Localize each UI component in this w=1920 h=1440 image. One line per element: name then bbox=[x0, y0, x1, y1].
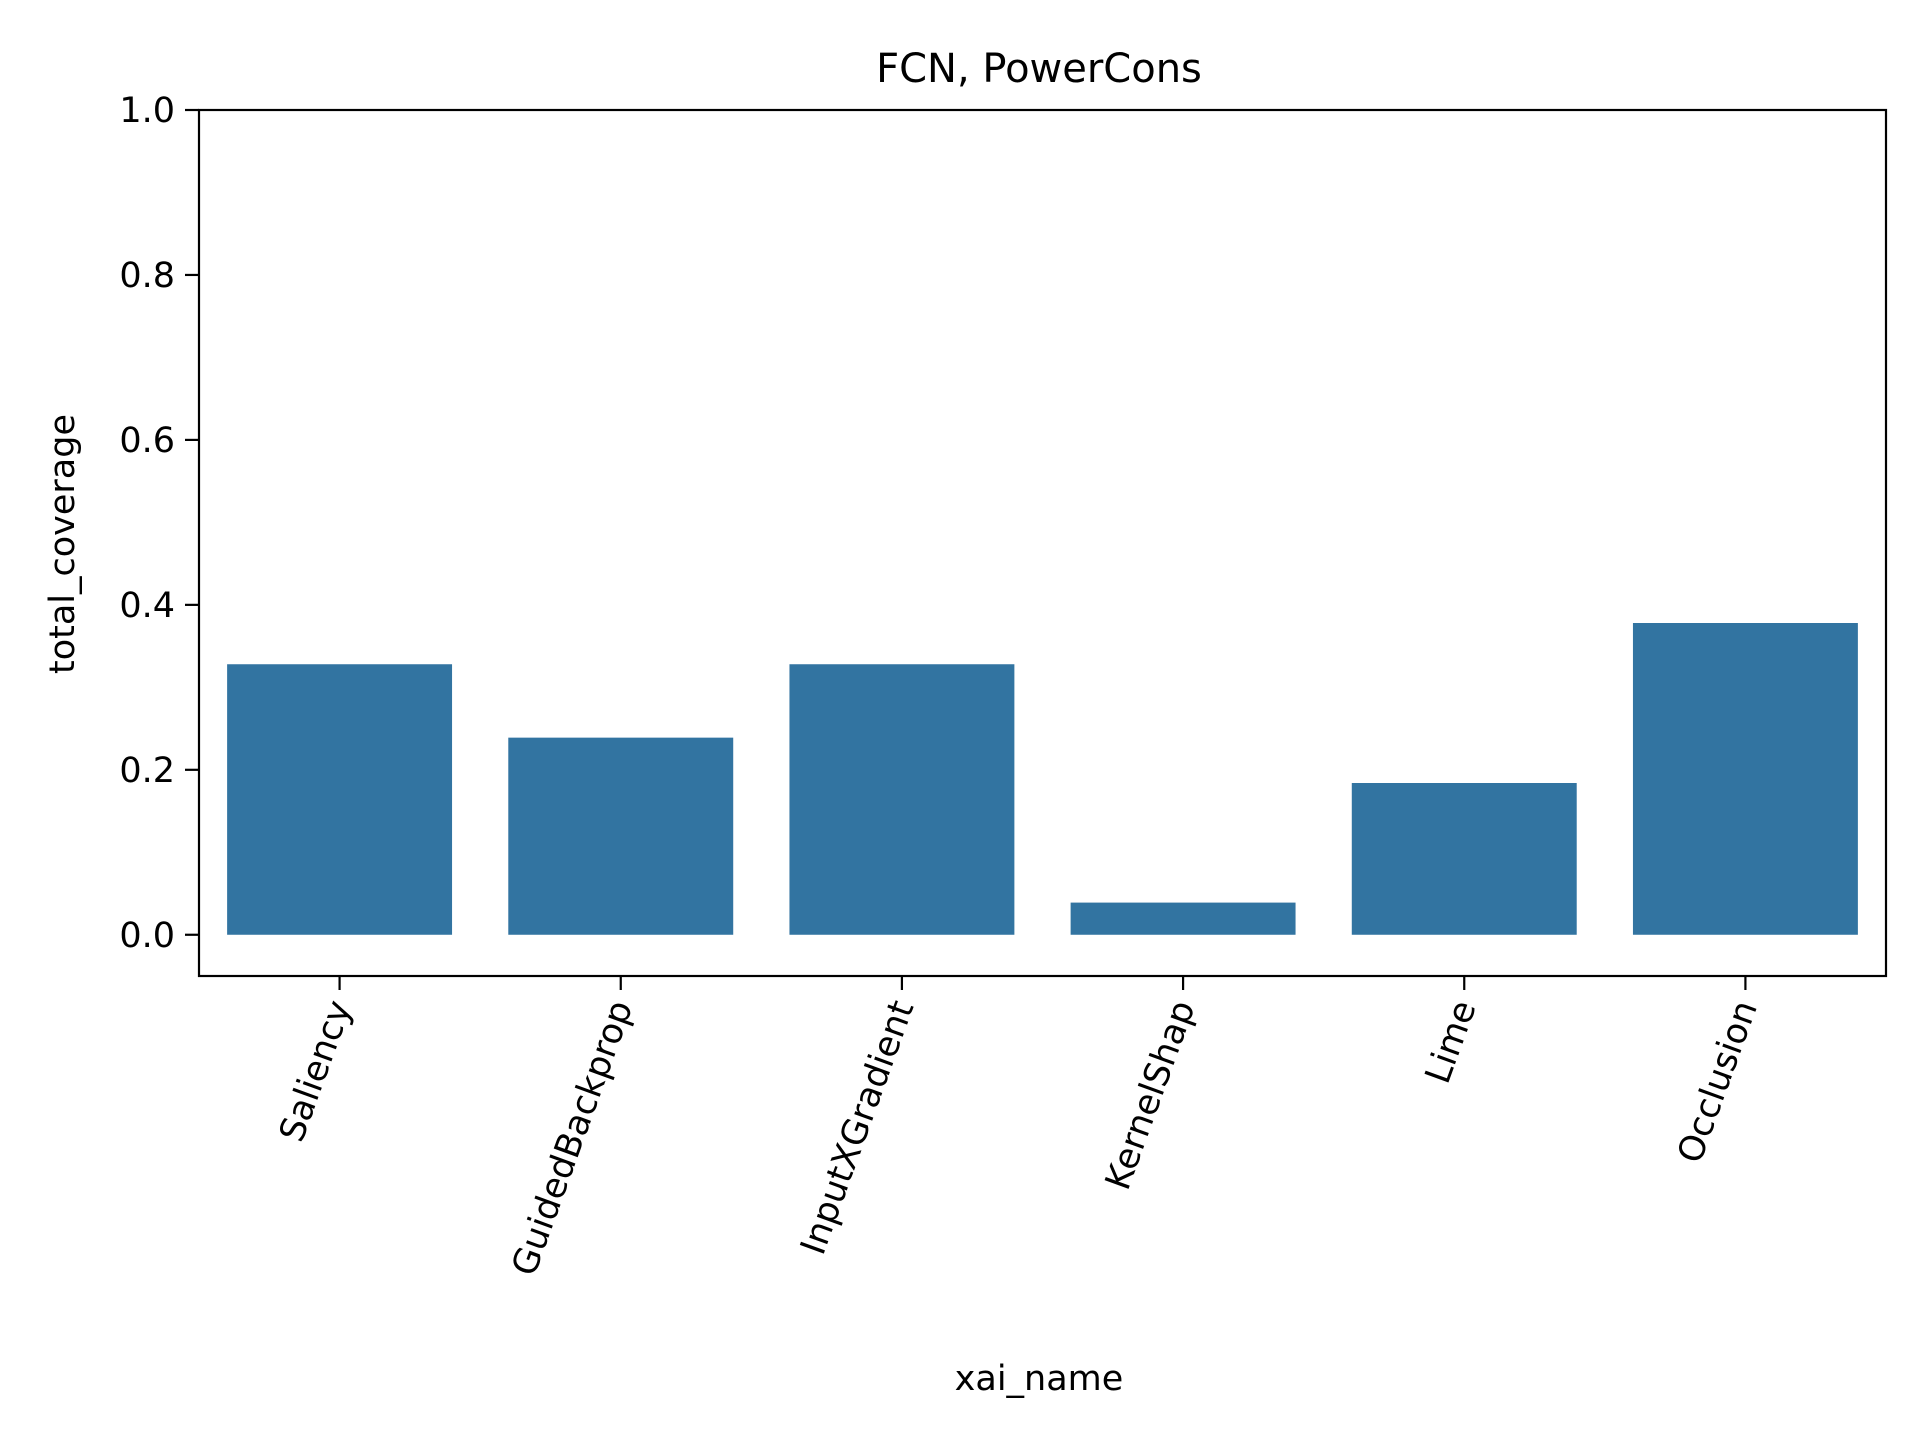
x-axis: Saliency GuidedBackprop InputXGradient Kern… bbox=[272, 976, 1766, 1281]
x-tick-label-saliency: Saliency bbox=[272, 995, 360, 1147]
y-axis: 0.0 0.2 0.4 0.6 0.8 1.0 bbox=[119, 91, 199, 956]
y-tick-label: 1.0 bbox=[119, 91, 175, 131]
y-tick-label: 0.4 bbox=[119, 586, 175, 626]
y-tick-label: 0.0 bbox=[119, 916, 175, 956]
y-tick-label: 0.6 bbox=[119, 421, 175, 461]
bar-guidedbackprop bbox=[508, 737, 734, 935]
y-tick-label: 0.8 bbox=[119, 256, 175, 296]
x-tick-label-inputxgradient: InputXGradient bbox=[793, 995, 922, 1260]
bar-kernelshap bbox=[1070, 902, 1296, 935]
chart-title: FCN, PowerCons bbox=[876, 46, 1202, 92]
bar-lime bbox=[1351, 783, 1577, 935]
y-tick-label: 0.2 bbox=[119, 751, 175, 791]
x-tick-label-kernelshap: KernelShap bbox=[1098, 995, 1203, 1195]
x-tick-label-occlusion: Occlusion bbox=[1670, 995, 1766, 1168]
bar-inputxgradient bbox=[789, 664, 1015, 935]
bars-group bbox=[227, 623, 1858, 935]
plot-area-frame bbox=[197, 108, 1888, 978]
x-axis-label: xai_name bbox=[955, 1359, 1124, 1399]
bar-occlusion bbox=[1632, 623, 1858, 935]
x-tick-label-lime: Lime bbox=[1418, 995, 1485, 1088]
bar-saliency bbox=[227, 664, 453, 935]
x-tick-label-guidedbackprop: GuidedBackprop bbox=[505, 995, 642, 1281]
y-axis-label: total_coverage bbox=[43, 414, 83, 674]
